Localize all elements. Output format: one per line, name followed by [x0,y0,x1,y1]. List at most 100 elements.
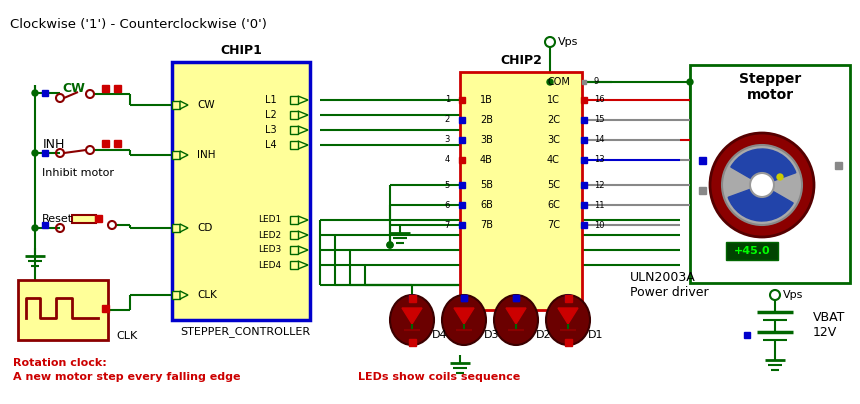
Text: INH: INH [43,138,65,151]
Text: 4B: 4B [480,155,493,165]
Text: L3: L3 [265,125,277,135]
Text: 5B: 5B [480,180,493,190]
Bar [459,137,465,143]
Bar [42,222,48,228]
Bar [565,295,571,301]
Bar [18,280,108,340]
Bar [72,215,96,223]
Bar [461,295,467,301]
Text: L4: L4 [265,140,277,150]
Polygon shape [298,261,308,269]
Circle shape [710,133,814,237]
Text: STEPPER_CONTROLLER: STEPPER_CONTROLLER [180,326,310,337]
Bar [582,80,586,84]
Polygon shape [298,96,308,104]
Bar [726,242,778,260]
Bar [581,117,587,123]
Text: D2: D2 [536,330,551,340]
Text: CHIP2: CHIP2 [500,53,542,67]
Text: 1C: 1C [547,95,560,105]
Text: L2: L2 [265,110,277,120]
Bar [409,295,415,301]
Circle shape [32,150,38,156]
Text: 7: 7 [445,221,450,229]
Polygon shape [298,111,308,119]
Circle shape [687,79,693,85]
Polygon shape [298,141,308,149]
Text: LEDs show coils sequence: LEDs show coils sequence [358,372,520,382]
Text: LED2: LED2 [258,231,281,240]
Text: 3: 3 [445,135,450,145]
Text: CHIP1: CHIP1 [220,44,262,57]
Text: Clockwise ('1') - Counterclockwise ('0'): Clockwise ('1') - Counterclockwise ('0') [10,18,267,31]
Text: LED1: LED1 [258,215,281,225]
Text: CD: CD [197,223,212,233]
Text: 6B: 6B [480,200,493,210]
Bar [172,101,180,109]
Text: 7C: 7C [547,220,560,230]
Text: 5C: 5C [547,180,560,190]
Bar [461,295,467,301]
Text: 9: 9 [594,78,599,86]
Bar [172,291,180,299]
Ellipse shape [442,295,486,345]
Text: +45.0: +45.0 [734,246,771,256]
Ellipse shape [546,295,590,345]
Text: 11: 11 [594,200,605,210]
Bar [581,137,587,143]
Polygon shape [180,151,188,159]
Ellipse shape [494,295,538,345]
Text: CW: CW [62,82,85,95]
Text: D4: D4 [432,330,447,340]
Bar [101,84,108,91]
Text: 2: 2 [445,116,450,124]
Bar [172,62,310,320]
Bar [172,224,180,232]
Polygon shape [298,231,308,239]
Wedge shape [728,185,793,221]
Bar [290,141,298,149]
Bar [459,202,465,208]
Polygon shape [454,308,474,324]
Text: 15: 15 [594,116,605,124]
Bar [459,182,465,188]
Bar [459,222,465,228]
Bar [459,157,465,163]
Bar [101,139,108,147]
Bar [690,65,850,283]
Text: 1B: 1B [480,95,493,105]
Bar [290,246,298,254]
Bar [513,295,519,301]
Polygon shape [558,308,578,324]
Polygon shape [298,126,308,134]
Circle shape [777,174,783,180]
Bar [290,111,298,119]
Text: Inhibit motor: Inhibit motor [42,168,114,178]
Bar [290,261,298,269]
Circle shape [547,79,553,85]
Circle shape [32,225,38,231]
Polygon shape [506,308,526,324]
Ellipse shape [390,295,434,345]
Text: 13: 13 [594,156,605,164]
Text: 3C: 3C [547,135,560,145]
Bar [564,295,572,301]
Bar [114,84,120,91]
Text: VBAT
12V: VBAT 12V [813,311,845,339]
Circle shape [722,145,802,225]
Text: Stepper
motor: Stepper motor [739,72,802,102]
Bar [408,339,415,345]
Text: D3: D3 [484,330,500,340]
Text: 10: 10 [594,221,605,229]
Text: 14: 14 [594,135,605,145]
Text: A new motor step every falling edge: A new motor step every falling edge [13,372,241,382]
Bar [290,231,298,239]
Text: 6: 6 [445,200,450,210]
Text: Reset: Reset [42,214,73,224]
Text: 5: 5 [445,181,450,189]
Bar [698,156,705,164]
Text: Rotation clock:: Rotation clock: [13,358,107,368]
Text: CLK: CLK [116,331,138,341]
Text: CLK: CLK [197,290,217,300]
Bar [101,305,108,311]
